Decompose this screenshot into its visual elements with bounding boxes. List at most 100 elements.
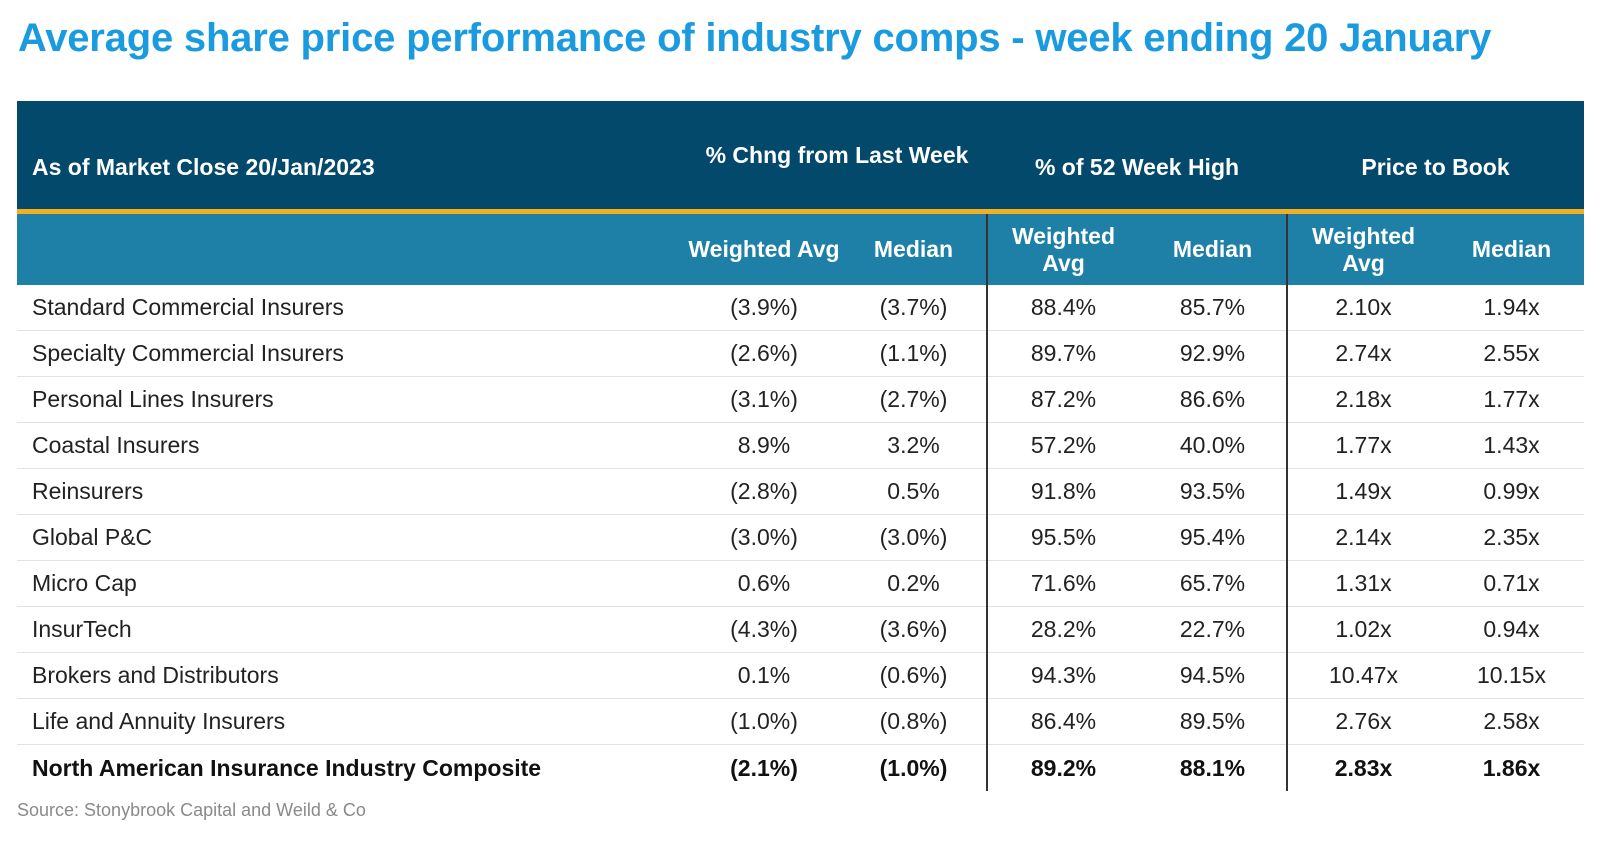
ptb-weighted-avg-cell: 1.31x bbox=[1286, 560, 1440, 607]
ptb-median-cell: 1.43x bbox=[1439, 422, 1585, 469]
chng-weighted-avg-cell: 8.9% bbox=[687, 422, 841, 469]
high-median-cell: 92.9% bbox=[1139, 330, 1288, 377]
comps-table: As of Market Close 20/Jan/2023 % Chng fr… bbox=[17, 101, 1585, 791]
chng-weighted-avg-cell: (2.1%) bbox=[730, 754, 798, 781]
ptb-weighted-avg-cell: 2.18x bbox=[1286, 376, 1440, 423]
chng-weighted-avg-cell: (3.1%) bbox=[687, 376, 841, 423]
chng-median-cell: 3.2% bbox=[841, 422, 987, 469]
chng-weighted-avg-cell: (3.0%) bbox=[687, 514, 841, 561]
table-row: Reinsurers (2.8%) 0.5% 91.8% 93.5% 1.49x 0.99x bbox=[17, 468, 1585, 515]
ptb-median-cell: 1.77x bbox=[1439, 376, 1585, 423]
high-weighted-avg-cell: 28.2% bbox=[986, 606, 1139, 653]
row-label: Global P&C bbox=[17, 514, 687, 561]
chng-median-cell: 0.5% bbox=[841, 468, 987, 515]
row-label: Standard Commercial Insurers bbox=[17, 285, 687, 331]
row-label: Life and Annuity Insurers bbox=[17, 698, 687, 745]
table-row: Personal Lines Insurers (3.1%) (2.7%) 87.2%… bbox=[17, 376, 1585, 423]
blank-subheader bbox=[17, 211, 687, 285]
table-row: Micro Cap 0.6% 0.2% 71.6% 65.7% 1.31x 0.71x bbox=[17, 560, 1585, 607]
high-median-cell: 89.5% bbox=[1139, 698, 1288, 745]
high-weighted-avg-cell: 95.5% bbox=[986, 514, 1139, 561]
table-header-row: As of Market Close 20/Jan/2023 % Chng fr… bbox=[17, 101, 1585, 214]
chng-median-cell: (1.0%) bbox=[879, 754, 948, 781]
ptb-median-header: Median bbox=[1439, 211, 1585, 285]
table-body: Standard Commercial Insurers (3.9%) (3.7%)… bbox=[17, 285, 1585, 791]
table-row: InsurTech (4.3%) (3.6%) 28.2% 22.7% 1.02x 0.94… bbox=[17, 606, 1585, 653]
ptb-median-cell: 0.71x bbox=[1439, 560, 1585, 607]
as-of-header: As of Market Close 20/Jan/2023 bbox=[17, 101, 687, 214]
chng-weighted-avg-cell: (2.6%) bbox=[687, 330, 841, 377]
ptb-median-cell: 1.94x bbox=[1439, 285, 1585, 331]
high-median-cell: 40.0% bbox=[1139, 422, 1288, 469]
composite-row: North American Insurance Industry Compos… bbox=[17, 744, 1584, 791]
high-median-cell: 93.5% bbox=[1139, 468, 1288, 515]
high-median-cell: 85.7% bbox=[1139, 285, 1288, 331]
chng-weighted-avg-cell: 0.1% bbox=[687, 652, 841, 699]
ptb-weighted-avg-cell: 2.10x bbox=[1286, 285, 1440, 331]
high-weighted-avg-cell: 71.6% bbox=[986, 560, 1139, 607]
source-note: Source: Stonybrook Capital and Weild & C… bbox=[17, 800, 366, 820]
high-weighted-avg-cell: 87.2% bbox=[986, 376, 1139, 423]
price-to-book-group-header: Price to Book bbox=[1287, 101, 1585, 214]
pct-52wk-high-group-header: % of 52 Week High bbox=[987, 101, 1288, 214]
table-row: Life and Annuity Insurers (1.0%) (0.8%) 86.… bbox=[17, 698, 1585, 745]
high-median-cell: 88.1% bbox=[1179, 754, 1246, 781]
ptb-weighted-avg-cell: 1.02x bbox=[1286, 606, 1440, 653]
high-median-cell: 95.4% bbox=[1139, 514, 1288, 561]
ptb-weighted-avg-cell: 2.14x bbox=[1286, 514, 1440, 561]
chng-median-cell: (3.0%) bbox=[841, 514, 987, 561]
chng-median-cell: (3.6%) bbox=[841, 606, 987, 653]
table-row: Global P&C (3.0%) (3.0%) 95.5% 95.4% 2.14x 2.3… bbox=[17, 514, 1585, 561]
high-weighted-avg-cell: 86.4% bbox=[986, 698, 1139, 745]
chng-weighted-avg-header: Weighted Avg bbox=[687, 211, 841, 285]
chng-weighted-avg-cell: (4.3%) bbox=[687, 606, 841, 653]
table-row: Specialty Commercial Insurers (2.6%) (1.1%… bbox=[17, 330, 1585, 377]
pct-change-group-header: % Chng from Last Week bbox=[687, 101, 987, 214]
ptb-median-cell: 10.15x bbox=[1439, 652, 1585, 699]
ptb-median-cell: 2.58x bbox=[1439, 698, 1585, 745]
ptb-weighted-avg-cell: 2.76x bbox=[1286, 698, 1440, 745]
high-median-cell: 65.7% bbox=[1139, 560, 1288, 607]
chng-weighted-avg-cell: (3.9%) bbox=[687, 285, 841, 331]
chng-median-cell: (2.7%) bbox=[841, 376, 987, 423]
ptb-weighted-avg-cell: 1.77x bbox=[1286, 422, 1440, 469]
row-label: Personal Lines Insurers bbox=[17, 376, 687, 423]
row-label: North American Insurance Industry Compos… bbox=[32, 754, 542, 781]
ptb-weighted-avg-cell: 10.47x bbox=[1286, 652, 1440, 699]
chng-median-cell: (0.6%) bbox=[841, 652, 987, 699]
row-label: Coastal Insurers bbox=[17, 422, 687, 469]
high-weighted-avg-header: Weighted Avg bbox=[986, 211, 1139, 285]
table-row: Standard Commercial Insurers (3.9%) (3.7%)… bbox=[17, 285, 1585, 331]
chng-weighted-avg-cell: 0.6% bbox=[687, 560, 841, 607]
chng-median-cell: (3.7%) bbox=[841, 285, 987, 331]
ptb-median-cell: 0.99x bbox=[1439, 468, 1585, 515]
ptb-weighted-avg-cell: 1.49x bbox=[1286, 468, 1440, 515]
table-row: Coastal Insurers 8.9% 3.2% 57.2% 40.0% 1.77x 1… bbox=[17, 422, 1585, 469]
high-weighted-avg-cell: 94.3% bbox=[986, 652, 1139, 699]
ptb-median-cell: 2.55x bbox=[1439, 330, 1585, 377]
chng-median-header: Median bbox=[841, 211, 987, 285]
high-median-cell: 86.6% bbox=[1139, 376, 1288, 423]
ptb-median-cell: 2.35x bbox=[1439, 514, 1585, 561]
table-subheader-row: Weighted Avg Median Weighted Avg Median … bbox=[17, 211, 1585, 285]
chng-median-cell: 0.2% bbox=[841, 560, 987, 607]
row-label: Brokers and Distributors bbox=[17, 652, 687, 699]
high-weighted-avg-cell: 89.2% bbox=[986, 744, 1139, 791]
chng-weighted-avg-cell: (1.0%) bbox=[687, 698, 841, 745]
ptb-weighted-avg-header: Weighted Avg bbox=[1286, 211, 1440, 285]
row-label: InsurTech bbox=[17, 606, 687, 653]
ptb-median-cell: 1.86x bbox=[1482, 754, 1541, 781]
row-label: Reinsurers bbox=[17, 468, 687, 515]
chng-weighted-avg-cell: (2.8%) bbox=[687, 468, 841, 515]
page-title: Average share price performance of indus… bbox=[18, 16, 1492, 60]
high-weighted-avg-cell: 89.7% bbox=[986, 330, 1139, 377]
high-median-header: Median bbox=[1139, 211, 1288, 285]
table-row: Brokers and Distributors 0.1% (0.6%) 94.3% 9… bbox=[17, 652, 1585, 699]
high-weighted-avg-cell: 57.2% bbox=[986, 422, 1139, 469]
row-label: Specialty Commercial Insurers bbox=[17, 330, 687, 377]
ptb-weighted-avg-cell: 2.74x bbox=[1286, 330, 1440, 377]
high-weighted-avg-cell: 91.8% bbox=[986, 468, 1139, 515]
row-label: Micro Cap bbox=[17, 560, 687, 607]
high-median-cell: 22.7% bbox=[1139, 606, 1288, 653]
high-weighted-avg-cell: 88.4% bbox=[986, 285, 1139, 331]
